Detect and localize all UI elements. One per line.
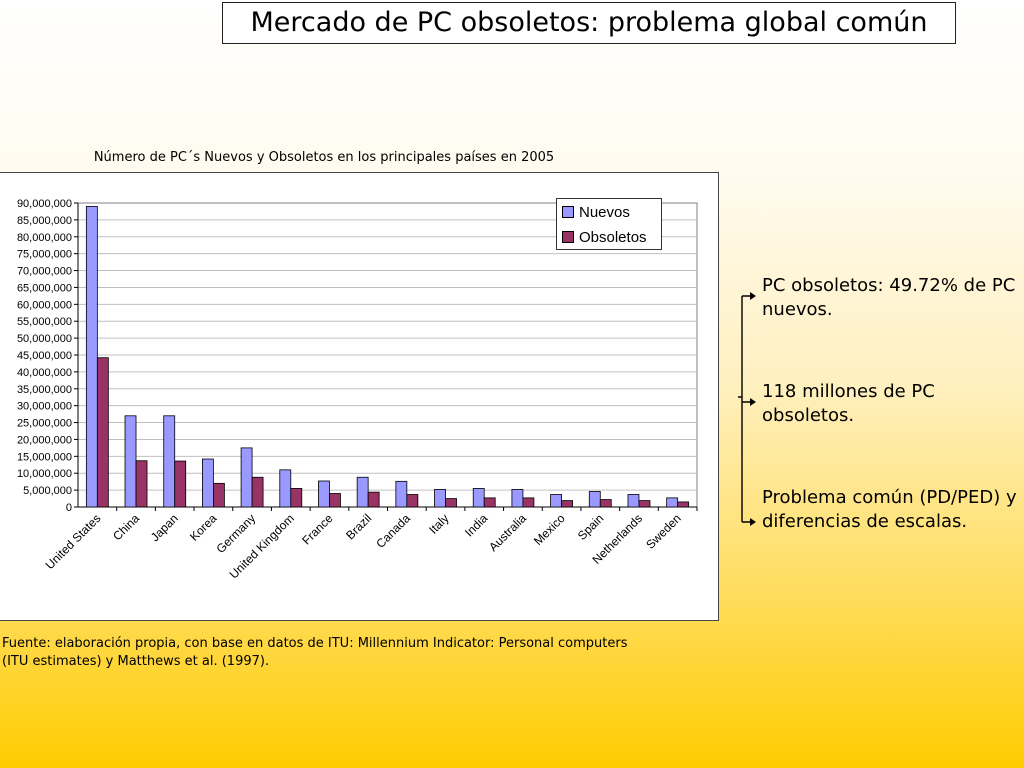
slide-title: Mercado de PC obsoletos: problema global… xyxy=(222,2,956,44)
x-tick-label: Japan xyxy=(148,511,181,544)
bar-obsoletos: France: 4000000 xyxy=(329,493,341,508)
bar-obsoletos: Sweden: 1500000 xyxy=(677,501,690,508)
y-tick-label: 0 xyxy=(66,502,72,514)
bar-nuevos: United States: 89000000 xyxy=(85,205,98,508)
legend-item-nuevos: Nuevos xyxy=(562,203,630,223)
y-tick-label: 35,000,000 xyxy=(17,384,72,396)
x-tick-label: United States xyxy=(43,511,104,572)
y-tick-label: 15,000,000 xyxy=(17,451,72,463)
bar-obsoletos: Italy: 2500000 xyxy=(445,498,457,508)
bracket-connector xyxy=(738,292,756,526)
x-tick-label: Sweden xyxy=(643,511,684,552)
y-tick-label: 70,000,000 xyxy=(17,266,72,278)
bar-nuevos: China: 27000000 xyxy=(124,415,137,508)
x-tick-label: Korea xyxy=(187,511,220,544)
x-tick-label: Mexico xyxy=(531,511,568,548)
bar-nuevos: Netherlands: 3700000 xyxy=(627,494,640,508)
legend-swatch-nuevos xyxy=(562,206,574,218)
bar-nuevos: Brazil: 8800000 xyxy=(356,476,369,508)
y-tick-label: 85,000,000 xyxy=(17,215,72,227)
x-tick-label: Spain xyxy=(575,511,607,543)
key-points: PC obsoletos: 49.72% de PC nuevos. 118 m… xyxy=(738,270,1024,532)
bar-nuevos: Sweden: 2700000 xyxy=(666,497,679,508)
y-tick-label: 80,000,000 xyxy=(17,232,72,244)
bar-obsoletos: United Kingdom: 5500000 xyxy=(290,488,303,508)
y-tick-label: 30,000,000 xyxy=(17,401,72,413)
bar-obsoletos: Mexico: 1900000 xyxy=(561,500,573,508)
legend-swatch-obsoletos xyxy=(562,231,574,243)
legend-label-obsoletos: Obsoletos xyxy=(579,229,647,246)
bar-obsoletos: Canada: 3700000 xyxy=(406,494,419,508)
bar-nuevos: India: 5500000 xyxy=(472,488,485,508)
bar-obsoletos: Japan: 13600000 xyxy=(174,460,187,508)
bar-nuevos: Korea: 14200000 xyxy=(202,458,214,508)
chart-legend: Nuevos Obsoletos xyxy=(556,198,662,250)
y-tick-label: 45,000,000 xyxy=(17,350,72,362)
y-tick-label: 60,000,000 xyxy=(17,299,72,311)
bar-nuevos: Mexico: 3700000 xyxy=(550,494,562,508)
source-note: Fuente: elaboración propia, con base en … xyxy=(2,636,628,669)
bar-obsoletos: India: 2700000 xyxy=(483,497,496,508)
y-tick-label: 75,000,000 xyxy=(17,249,72,261)
y-tick-label: 55,000,000 xyxy=(17,316,72,328)
x-tick-label: Brazil xyxy=(343,511,374,542)
point-obsolete-ratio: PC obsoletos: 49.72% de PC nuevos. xyxy=(762,275,1016,320)
y-tick-label: 90,000,000 xyxy=(17,198,72,210)
chart-title: Número de PC´s Nuevos y Obsoletos en los… xyxy=(93,150,555,165)
y-tick-label: 40,000,000 xyxy=(17,367,72,379)
bar-nuevos: Australia: 5200000 xyxy=(511,489,524,508)
x-tick-label: Australia xyxy=(486,511,529,554)
x-tick-label: India xyxy=(462,511,491,540)
bar-chart: 0 5,000,000 10,000,000 15,000,000 20,000,000… xyxy=(17,198,698,582)
point-obsolete-count: 118 millones de PC obsoletos. xyxy=(762,381,935,426)
bar-nuevos: Italy: 5200000 xyxy=(434,489,446,508)
y-tick-label: 25,000,000 xyxy=(17,418,72,430)
bar-obsoletos: Spain: 2200000 xyxy=(599,499,612,508)
legend-item-obsoletos: Obsoletos xyxy=(562,228,647,248)
y-tick-label: 20,000,000 xyxy=(17,434,72,446)
legend-label-nuevos: Nuevos xyxy=(579,204,630,221)
bar-nuevos: Germany: 17500000 xyxy=(240,447,253,508)
bar-nuevos: Canada: 7600000 xyxy=(395,480,408,508)
x-tick-label: China xyxy=(110,511,142,543)
point-common-problem: Problema común (PD/PED) y diferencias de… xyxy=(762,487,1017,532)
y-tick-label: 10,000,000 xyxy=(17,468,72,480)
bar-nuevos: United Kingdom: 11000000 xyxy=(279,469,292,508)
y-tick-label: 65,000,000 xyxy=(17,282,72,294)
x-tick-label: Italy xyxy=(426,511,451,536)
bar-nuevos: France: 7700000 xyxy=(318,480,330,508)
bar-nuevos: Spain: 4600000 xyxy=(588,491,601,508)
bar-obsoletos: China: 13700000 xyxy=(135,460,148,508)
bar-obsoletos: Brazil: 4400000 xyxy=(367,491,380,508)
x-tick-label: Canada xyxy=(373,511,413,551)
bar-obsoletos: Australia: 2700000 xyxy=(522,497,535,508)
y-tick-label: 50,000,000 xyxy=(17,333,72,345)
bar-obsoletos: Germany: 8800000 xyxy=(251,476,264,508)
bar-nuevos: Japan: 27000000 xyxy=(163,415,176,508)
y-tick-label: 5,000,000 xyxy=(23,485,72,497)
x-tick-label: France xyxy=(299,511,336,548)
bar-obsoletos: Netherlands: 1900000 xyxy=(638,500,651,508)
bar-obsoletos: United States: 44200000 xyxy=(96,357,109,508)
bar-obsoletos: Korea: 7000000 xyxy=(213,482,225,508)
